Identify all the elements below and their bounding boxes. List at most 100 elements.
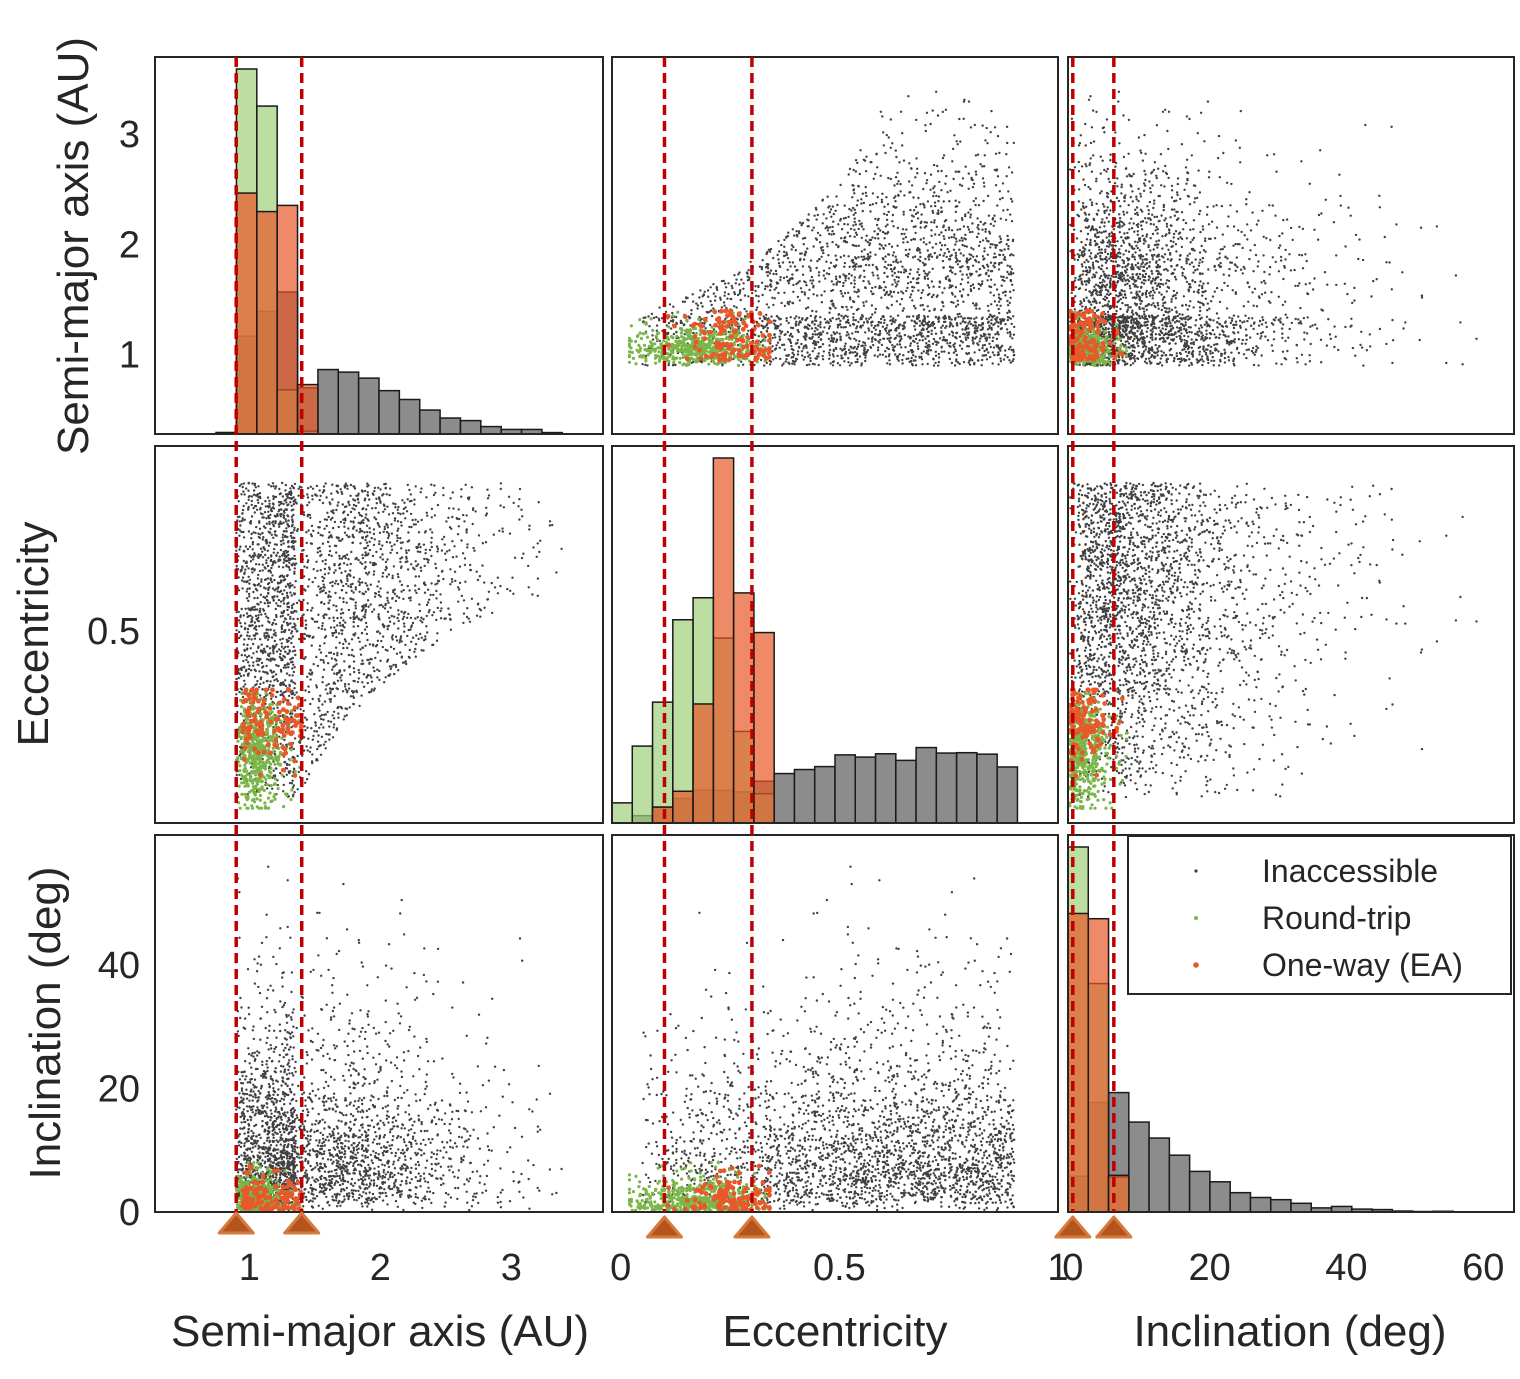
scatter-point bbox=[1122, 296, 1125, 299]
scatter-point bbox=[967, 361, 970, 364]
scatter-point bbox=[760, 281, 764, 284]
scatter-point bbox=[641, 363, 644, 366]
scatter-point bbox=[1142, 350, 1146, 353]
scatter-point bbox=[958, 183, 962, 186]
scatter-point bbox=[746, 275, 749, 278]
scatter-point bbox=[1141, 345, 1145, 349]
scatter-point bbox=[1074, 276, 1077, 280]
scatter-point bbox=[712, 335, 716, 339]
scatter-point bbox=[723, 294, 726, 297]
scatter-point bbox=[781, 261, 785, 264]
scatter-point bbox=[852, 168, 855, 172]
scatter-point bbox=[972, 199, 975, 203]
scatter-point bbox=[889, 146, 892, 149]
scatter-point bbox=[866, 240, 870, 244]
scatter-point bbox=[1109, 253, 1113, 256]
scatter-point bbox=[1095, 236, 1099, 239]
scatter-point bbox=[1170, 338, 1173, 341]
scatter-point bbox=[993, 322, 996, 325]
scatter-point bbox=[958, 201, 961, 204]
scatter-point bbox=[857, 265, 860, 268]
scatter-point bbox=[973, 317, 976, 320]
scatter-point bbox=[862, 269, 866, 272]
scatter-point bbox=[1234, 291, 1238, 294]
scatter-point bbox=[938, 285, 941, 289]
scatter-point bbox=[924, 345, 927, 348]
scatter-point bbox=[1199, 280, 1202, 283]
scatter-point bbox=[1193, 280, 1197, 284]
scatter-point bbox=[876, 274, 879, 277]
scatter-point bbox=[1156, 301, 1159, 305]
scatter-point bbox=[851, 332, 854, 335]
scatter-point bbox=[883, 321, 886, 325]
scatter-point bbox=[1087, 260, 1090, 263]
scatter-point bbox=[736, 312, 742, 318]
scatter-point bbox=[997, 300, 1001, 303]
scatter-point bbox=[869, 238, 873, 242]
scatter-point bbox=[932, 285, 935, 288]
scatter-point bbox=[1121, 301, 1124, 305]
scatter-point bbox=[961, 239, 964, 242]
scatter-point bbox=[961, 317, 965, 320]
scatter-point bbox=[714, 295, 717, 298]
scatter-point bbox=[859, 325, 862, 329]
scatter-point bbox=[853, 276, 857, 279]
scatter-point bbox=[1202, 339, 1205, 342]
scatter-point bbox=[707, 350, 711, 354]
scatter-point bbox=[1143, 360, 1147, 363]
scatter-point bbox=[759, 340, 762, 344]
scatter-point bbox=[1007, 309, 1011, 312]
scatter-point bbox=[1006, 270, 1009, 274]
scatter-point bbox=[770, 315, 773, 318]
scatter-point bbox=[1181, 323, 1184, 326]
scatter-point bbox=[906, 240, 909, 244]
scatter-point bbox=[859, 264, 863, 268]
scatter-point bbox=[1122, 261, 1126, 265]
scatter-point bbox=[760, 267, 764, 271]
scatter-point bbox=[1275, 170, 1278, 173]
scatter-point bbox=[864, 170, 868, 173]
scatter-point bbox=[952, 248, 956, 251]
histogram-bar bbox=[337, 371, 360, 434]
scatter-point bbox=[956, 143, 959, 146]
scatter-point bbox=[1077, 215, 1081, 218]
scatter-point bbox=[846, 331, 849, 334]
scatter-point bbox=[1114, 165, 1117, 168]
scatter-point bbox=[1182, 228, 1185, 231]
scatter-point bbox=[627, 350, 632, 354]
scatter-point bbox=[831, 240, 834, 244]
scatter-point bbox=[999, 237, 1002, 241]
scatter-point bbox=[969, 208, 972, 211]
scatter-point bbox=[853, 282, 856, 285]
scatter-point bbox=[1250, 349, 1254, 353]
scatter-point bbox=[1237, 351, 1241, 355]
scatter-point bbox=[837, 245, 840, 248]
scatter-point bbox=[986, 279, 989, 282]
scatter-point bbox=[933, 219, 936, 222]
scatter-point bbox=[990, 322, 993, 325]
scatter-point bbox=[973, 320, 976, 324]
scatter-point bbox=[847, 291, 850, 294]
scatter-point bbox=[847, 255, 850, 258]
histogram-bar bbox=[378, 389, 401, 434]
scatter-point bbox=[974, 337, 977, 340]
scatter-point bbox=[890, 303, 893, 307]
scatter-point bbox=[1098, 226, 1102, 229]
scatter-point bbox=[864, 359, 867, 363]
scatter-point bbox=[1122, 313, 1125, 316]
scatter-point bbox=[1257, 260, 1260, 263]
scatter-point bbox=[961, 273, 964, 276]
scatter-point bbox=[627, 342, 632, 346]
scatter-point bbox=[1350, 317, 1353, 320]
scatter-point bbox=[879, 229, 882, 232]
scatter-point bbox=[977, 282, 980, 285]
scatter-point bbox=[862, 228, 865, 231]
scatter-point bbox=[1129, 326, 1132, 329]
scatter-point bbox=[1145, 317, 1149, 321]
scatter-point bbox=[1193, 197, 1197, 200]
scatter-point bbox=[796, 281, 800, 284]
scatter-point bbox=[929, 122, 932, 126]
scatter-point bbox=[890, 245, 894, 248]
scatter-point bbox=[1134, 264, 1137, 267]
scatter-point bbox=[738, 271, 741, 274]
